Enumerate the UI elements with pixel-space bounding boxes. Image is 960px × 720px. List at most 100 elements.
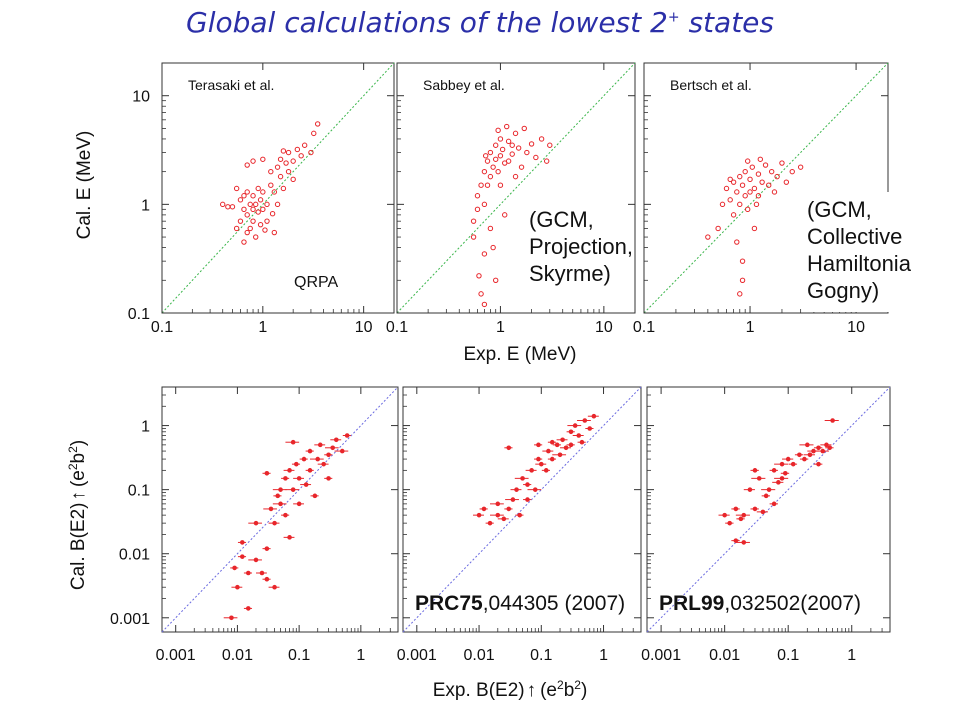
data-point [264, 546, 270, 551]
data-point [560, 437, 565, 443]
data-point [512, 130, 519, 137]
data-point [776, 480, 781, 485]
data-point [739, 182, 746, 188]
data-point [783, 179, 790, 185]
data-point [241, 206, 247, 213]
x-tick-label: 1 [599, 647, 608, 664]
data-point [333, 437, 339, 443]
data-point [739, 277, 746, 283]
data-point [470, 234, 477, 240]
data-point [497, 153, 504, 159]
bottom-panel-3: 0.001 0.01 0.1 1 PRL99,032502(2007) [641, 386, 891, 664]
data-point [241, 193, 247, 199]
data-point [235, 584, 240, 590]
data-point [563, 445, 569, 451]
data-point [497, 136, 504, 142]
data-point [742, 193, 748, 199]
data-point [533, 154, 539, 161]
top-panel-2: 0.1 1 10 Sabbey et al. (GCM,Projection,Skyrm… [386, 62, 636, 336]
data-point [771, 189, 778, 195]
top-panel-3: 0.1 1 10 Bertsch et al. (GCM,CollectiveHamil… [633, 62, 912, 336]
data-point [470, 218, 477, 224]
data-point [303, 482, 309, 487]
data-point [283, 476, 288, 481]
data-point [536, 456, 541, 462]
bottom-y-axis-title: Cal. B(E2)↑(e2b2) [66, 440, 89, 590]
method-label: Projection, [529, 234, 633, 259]
x-tick-label: 10 [847, 319, 865, 336]
data-point [517, 512, 523, 518]
reference-line [161, 386, 399, 633]
y-tick-label: 1 [141, 197, 150, 214]
data-point [554, 442, 560, 448]
data-point [705, 234, 711, 240]
data-point [536, 442, 541, 448]
data-point [487, 149, 494, 156]
data-point [255, 209, 261, 215]
data-point [811, 448, 816, 454]
x-tick-label: 0.01 [222, 647, 253, 664]
data-point [478, 291, 484, 297]
data-point [315, 456, 321, 462]
data-point [476, 512, 482, 518]
data-point [734, 189, 740, 195]
data-point [476, 273, 482, 279]
data-point [753, 201, 760, 208]
data-point [543, 158, 550, 164]
data-point [568, 442, 574, 448]
bottom-panel-1: 0.001 0.001 0.01 0.01 0.1 0.1 1 1 [110, 386, 399, 664]
method-label: QRPA [294, 274, 338, 291]
y-tick-label: 0.001 [110, 611, 150, 628]
top-y-axis-title: Cal. E (MeV) [74, 131, 95, 240]
data-point [283, 160, 289, 166]
data-point [487, 173, 494, 180]
data-point [268, 506, 274, 512]
data-point [253, 234, 259, 240]
data-point [244, 229, 250, 236]
data-point [474, 193, 481, 199]
data-point [762, 162, 769, 168]
data-point [314, 121, 321, 127]
data-point [816, 461, 821, 467]
data-point [779, 160, 785, 166]
data-point [509, 151, 515, 157]
data-point [779, 461, 785, 467]
data-point [518, 164, 525, 170]
x-tick-label: 0.01 [463, 647, 494, 664]
data-point [514, 487, 519, 492]
data-point [820, 448, 826, 454]
data-point [484, 182, 491, 188]
data-point [237, 197, 244, 203]
data-point [487, 520, 493, 526]
method-label-bg [805, 192, 906, 312]
data-point [741, 512, 747, 518]
reference-line [396, 62, 636, 314]
data-point [730, 179, 737, 185]
x-tick-label: 1 [746, 319, 755, 336]
data-point [760, 509, 766, 515]
data-point [481, 201, 488, 208]
data-point [505, 138, 512, 145]
data-point [255, 185, 261, 192]
data-point [509, 142, 515, 148]
data-point [481, 168, 488, 175]
data-point [268, 168, 274, 175]
data-point [253, 520, 259, 526]
y-tick-label: 0.1 [128, 306, 150, 323]
data-point [727, 520, 732, 526]
x-tick-label: 0.001 [156, 647, 196, 664]
data-point [274, 201, 281, 208]
data-point [751, 185, 758, 192]
data-point [785, 456, 791, 462]
data-point [766, 182, 772, 188]
data-point [730, 212, 737, 218]
x-tick-label: 1 [847, 647, 856, 664]
data-point [278, 487, 283, 492]
data-point [277, 173, 284, 180]
data-point [763, 493, 769, 499]
panel-author-label: Sabbey et al. [423, 77, 505, 93]
data-point [283, 512, 288, 518]
method-label: Skyrme) [529, 261, 611, 286]
